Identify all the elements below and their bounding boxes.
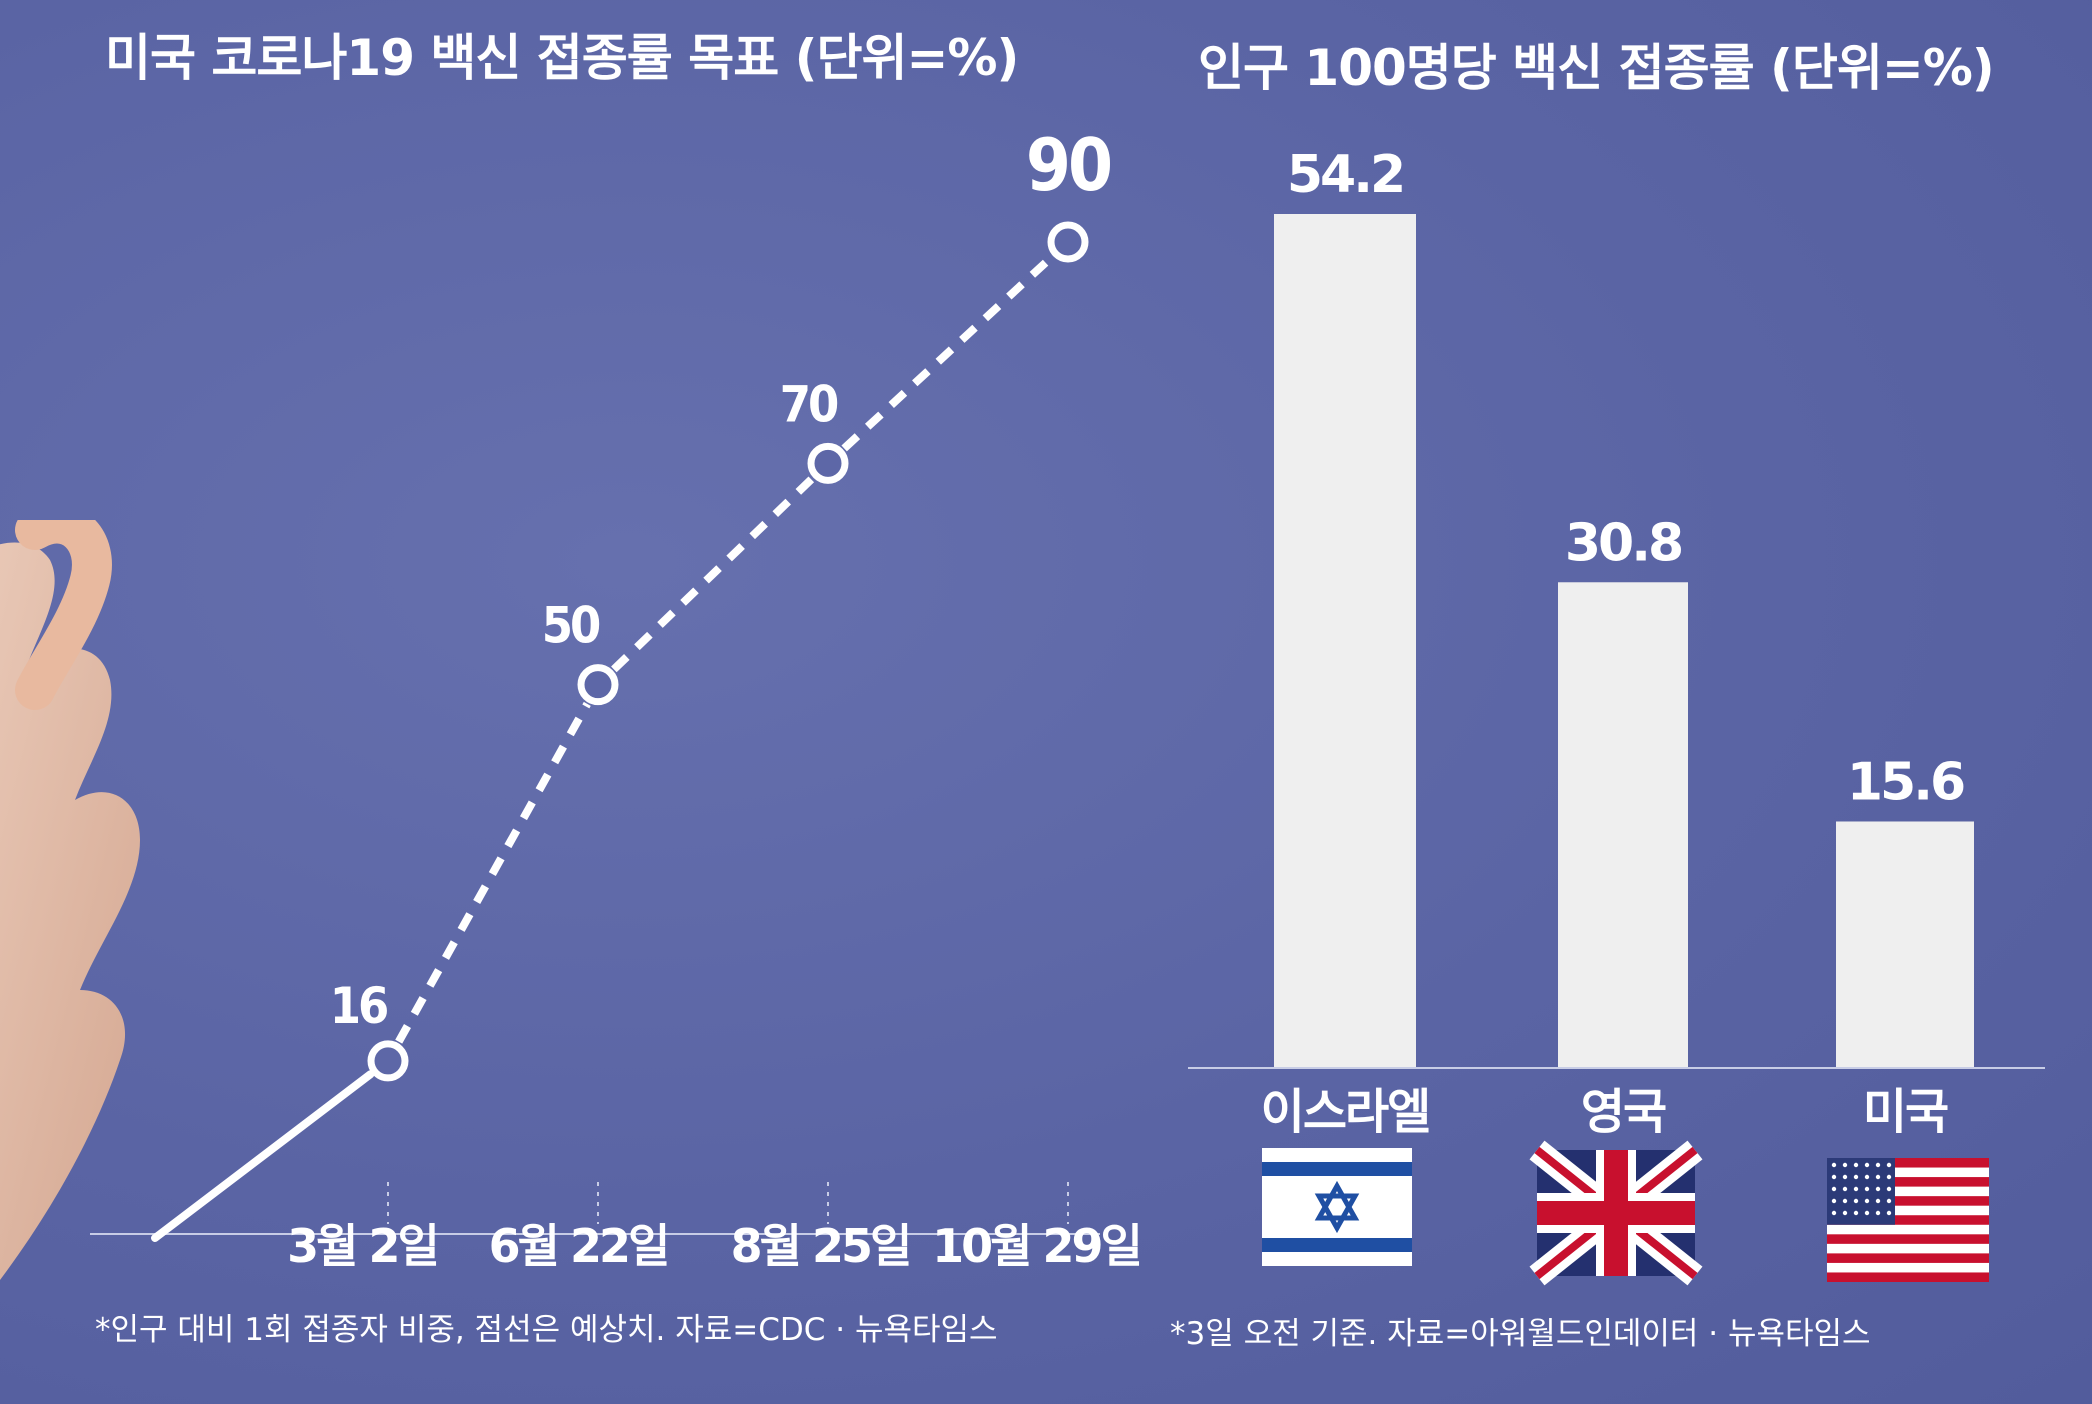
data-point xyxy=(577,664,619,706)
x-tick-label: 10월 29일 xyxy=(932,1219,1140,1273)
israel-flag-icon xyxy=(1262,1148,1412,1266)
x-tick-label: 6월 22일 xyxy=(489,1219,668,1273)
bar-value-label: 15.6 xyxy=(1847,752,1964,812)
data-label: 90 xyxy=(1026,123,1110,207)
bar xyxy=(1558,582,1688,1067)
bar-chart-title: 인구 100명당 백신 접종률 (단위=%) xyxy=(1198,39,1995,97)
bar xyxy=(1274,214,1416,1067)
line-chart-footnote: *인구 대비 1회 접종자 비중, 점선은 예상치. 자료=CDC · 뉴욕타임… xyxy=(95,1312,998,1348)
category-label: 이스라엘 xyxy=(1261,1084,1430,1140)
x-tick-label: 8월 25일 xyxy=(731,1219,910,1273)
bar-chart-footnote: *3일 오전 기준. 자료=아워월드인데이터 · 뉴욕타임스 xyxy=(1170,1316,1871,1352)
data-point xyxy=(1047,221,1089,263)
hand-illustration xyxy=(0,520,140,1280)
data-point xyxy=(807,442,849,484)
bar xyxy=(1836,821,1974,1067)
line-segment-projected xyxy=(841,253,1055,452)
bar-value-label: 54.2 xyxy=(1287,145,1403,205)
line-segment-projected xyxy=(611,475,815,673)
bar-value-label: 30.8 xyxy=(1565,513,1681,573)
uk-flag-icon xyxy=(1529,1140,1703,1286)
line-chart-title: 미국 코로나19 백신 접종률 목표 (단위=%) xyxy=(105,29,1019,87)
data-label: 16 xyxy=(330,977,387,1035)
category-label: 미국 xyxy=(1863,1084,1948,1140)
x-tick-label: 3월 2일 xyxy=(287,1219,437,1273)
us-flag-icon xyxy=(1827,1158,1989,1282)
data-label: 50 xyxy=(542,597,600,655)
category-label: 영국 xyxy=(1581,1084,1666,1140)
data-point xyxy=(367,1040,409,1082)
data-label: 70 xyxy=(780,375,838,433)
line-segment-projected xyxy=(395,701,591,1044)
line-segment-actual xyxy=(151,1070,375,1242)
